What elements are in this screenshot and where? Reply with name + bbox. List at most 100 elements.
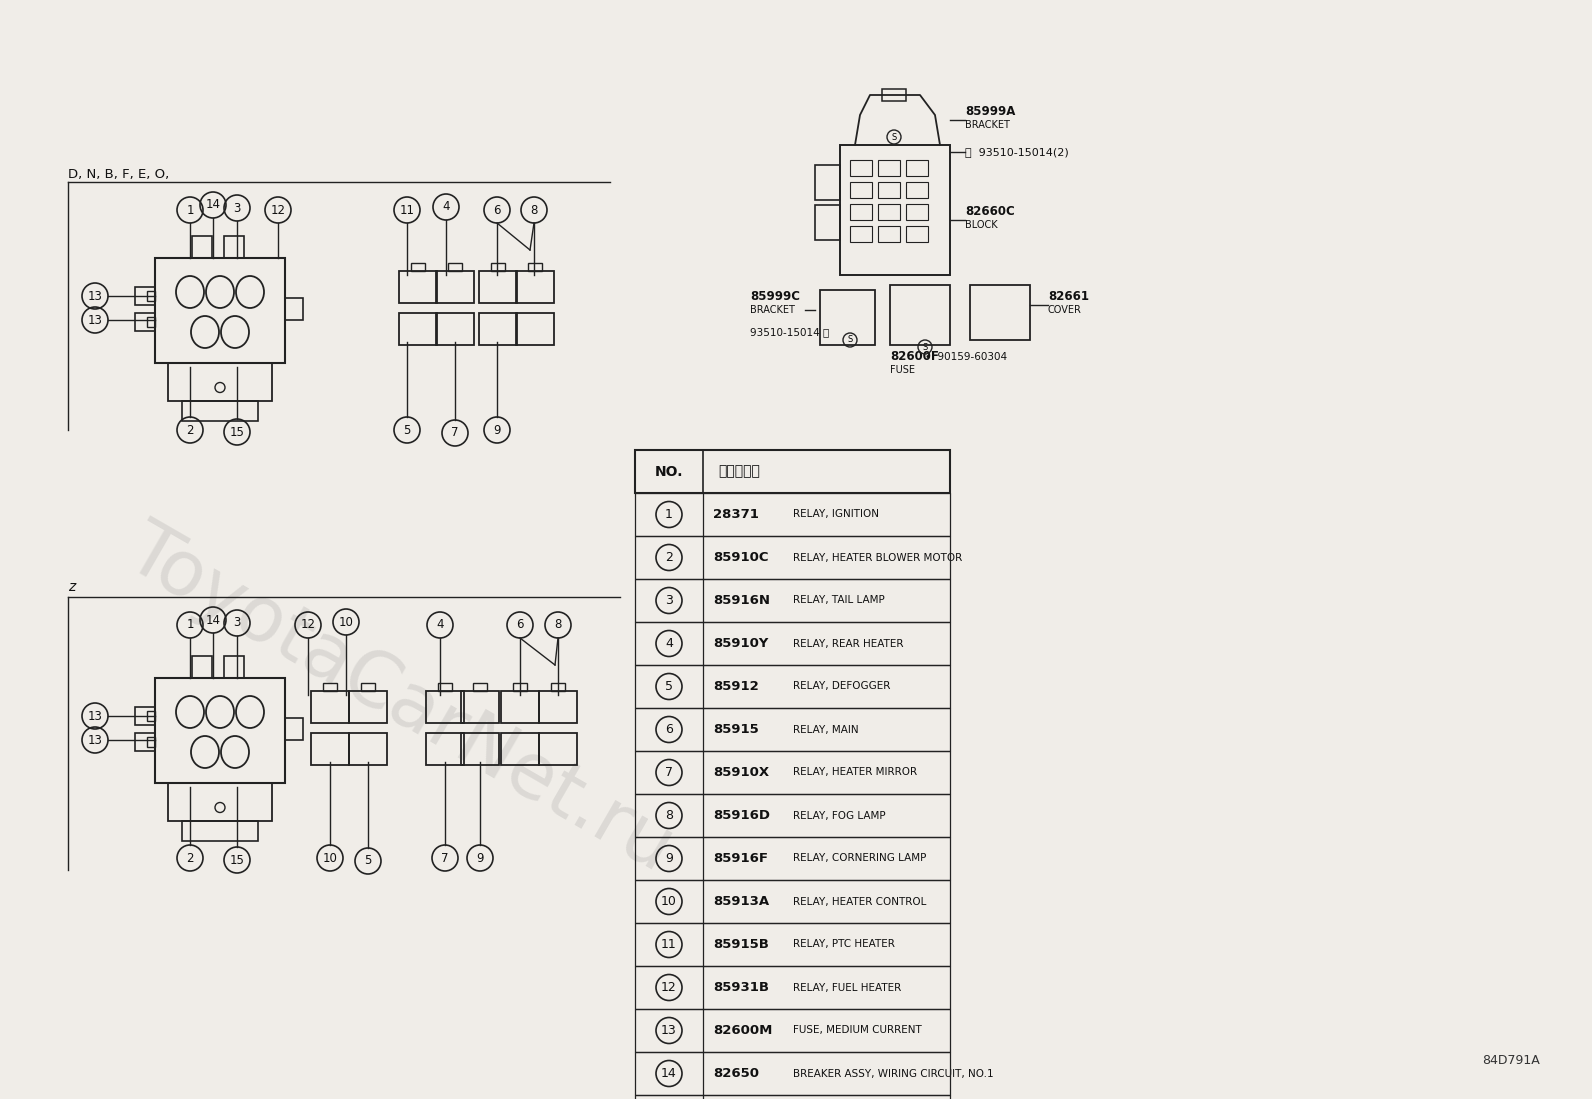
Bar (135, 287, 154, 306)
Text: RELAY, DEFOGGER: RELAY, DEFOGGER (793, 681, 890, 691)
Text: 93510-15014 Ⓢ: 93510-15014 Ⓢ (750, 328, 829, 337)
Bar (146, 711, 154, 721)
Bar (181, 821, 258, 841)
Bar (540, 691, 576, 723)
Text: 82600M: 82600M (713, 1024, 772, 1037)
Text: RELAY, HEATER BLOWER MOTOR: RELAY, HEATER BLOWER MOTOR (793, 553, 962, 563)
Bar (490, 263, 505, 271)
Bar (815, 165, 841, 200)
Text: 品名コード: 品名コード (718, 465, 759, 478)
Text: FUSE, MEDIUM CURRENT: FUSE, MEDIUM CURRENT (793, 1025, 922, 1035)
Text: •  90159-60304: • 90159-60304 (925, 352, 1008, 362)
Text: 5: 5 (665, 680, 673, 693)
Text: RELAY, PTC HEATER: RELAY, PTC HEATER (793, 940, 895, 950)
Text: S: S (922, 343, 928, 352)
Text: 9: 9 (665, 852, 673, 865)
Text: 1: 1 (665, 508, 673, 521)
Bar (635, 1095, 950, 1099)
Bar (879, 182, 899, 198)
Bar (906, 182, 928, 198)
Bar (635, 493, 950, 536)
Bar (224, 235, 244, 257)
Text: NO.: NO. (654, 465, 683, 478)
Bar (135, 313, 154, 331)
Text: D, N, B, F, E, O,: D, N, B, F, E, O, (68, 168, 169, 181)
Bar (436, 313, 474, 345)
Text: 5: 5 (403, 423, 411, 436)
Bar (135, 733, 154, 751)
Bar (146, 737, 154, 747)
Bar (146, 317, 154, 328)
Bar (906, 160, 928, 176)
Text: BRACKET: BRACKET (750, 306, 794, 315)
Text: RELAY, HEATER MIRROR: RELAY, HEATER MIRROR (793, 767, 917, 777)
Text: 7: 7 (451, 426, 458, 440)
Bar (146, 291, 154, 301)
Text: 82660C: 82660C (965, 206, 1014, 218)
Text: 12: 12 (271, 203, 285, 217)
Text: BRACKET: BRACKET (965, 120, 1009, 130)
Text: 3: 3 (234, 201, 240, 214)
Bar (323, 682, 338, 691)
Bar (473, 682, 487, 691)
Bar (635, 708, 950, 751)
Text: 3: 3 (234, 617, 240, 630)
Text: 12: 12 (301, 619, 315, 632)
Text: RELAY, REAR HEATER: RELAY, REAR HEATER (793, 639, 904, 648)
Text: 85915: 85915 (713, 723, 759, 736)
Bar (310, 691, 349, 723)
Text: 14: 14 (205, 613, 221, 626)
Bar (820, 290, 876, 345)
Text: BLOCK: BLOCK (965, 220, 998, 230)
Bar (361, 682, 376, 691)
Text: 85999C: 85999C (750, 290, 801, 303)
Text: 13: 13 (88, 710, 102, 722)
Text: BREAKER ASSY, WIRING CIRCUIT, NO.1: BREAKER ASSY, WIRING CIRCUIT, NO.1 (793, 1068, 993, 1078)
Bar (635, 751, 950, 793)
Bar (635, 923, 950, 966)
Text: 1: 1 (186, 203, 194, 217)
Bar (635, 665, 950, 708)
Text: FUSE: FUSE (890, 365, 915, 375)
Bar (635, 579, 950, 622)
Bar (551, 682, 565, 691)
Text: 2: 2 (186, 423, 194, 436)
Bar (850, 160, 872, 176)
Bar (427, 733, 463, 765)
Text: 6: 6 (516, 619, 524, 632)
Bar (906, 226, 928, 242)
Text: 8: 8 (530, 203, 538, 217)
Text: RELAY, TAIL LAMP: RELAY, TAIL LAMP (793, 596, 885, 606)
Bar (635, 536, 950, 579)
Text: 85912: 85912 (713, 680, 759, 693)
Text: 13: 13 (88, 289, 102, 302)
Text: 85916D: 85916D (713, 809, 771, 822)
Text: S: S (847, 335, 853, 344)
Text: 2: 2 (186, 852, 194, 865)
Bar (436, 271, 474, 303)
Bar (970, 285, 1030, 340)
Bar (882, 89, 906, 101)
Bar (635, 622, 950, 665)
Bar (879, 226, 899, 242)
Text: Ⓢ  93510-15014(2): Ⓢ 93510-15014(2) (965, 147, 1068, 157)
Text: COVER: COVER (1048, 306, 1083, 315)
Bar (349, 733, 387, 765)
Text: 14: 14 (661, 1067, 677, 1080)
Bar (815, 206, 841, 240)
Text: 85910X: 85910X (713, 766, 769, 779)
Bar (635, 837, 950, 880)
Text: 82661: 82661 (1048, 290, 1089, 303)
Text: 82650: 82650 (713, 1067, 759, 1080)
Bar (635, 793, 950, 837)
Text: 85931B: 85931B (713, 981, 769, 993)
Text: 11: 11 (400, 203, 414, 217)
Bar (850, 226, 872, 242)
Text: 12: 12 (661, 981, 677, 993)
Text: 4: 4 (443, 200, 451, 213)
Text: 10: 10 (323, 852, 338, 865)
Text: RELAY, HEATER CONTROL: RELAY, HEATER CONTROL (793, 897, 927, 907)
Text: 85999A: 85999A (965, 106, 1016, 118)
Bar (400, 271, 436, 303)
Bar (285, 298, 302, 320)
